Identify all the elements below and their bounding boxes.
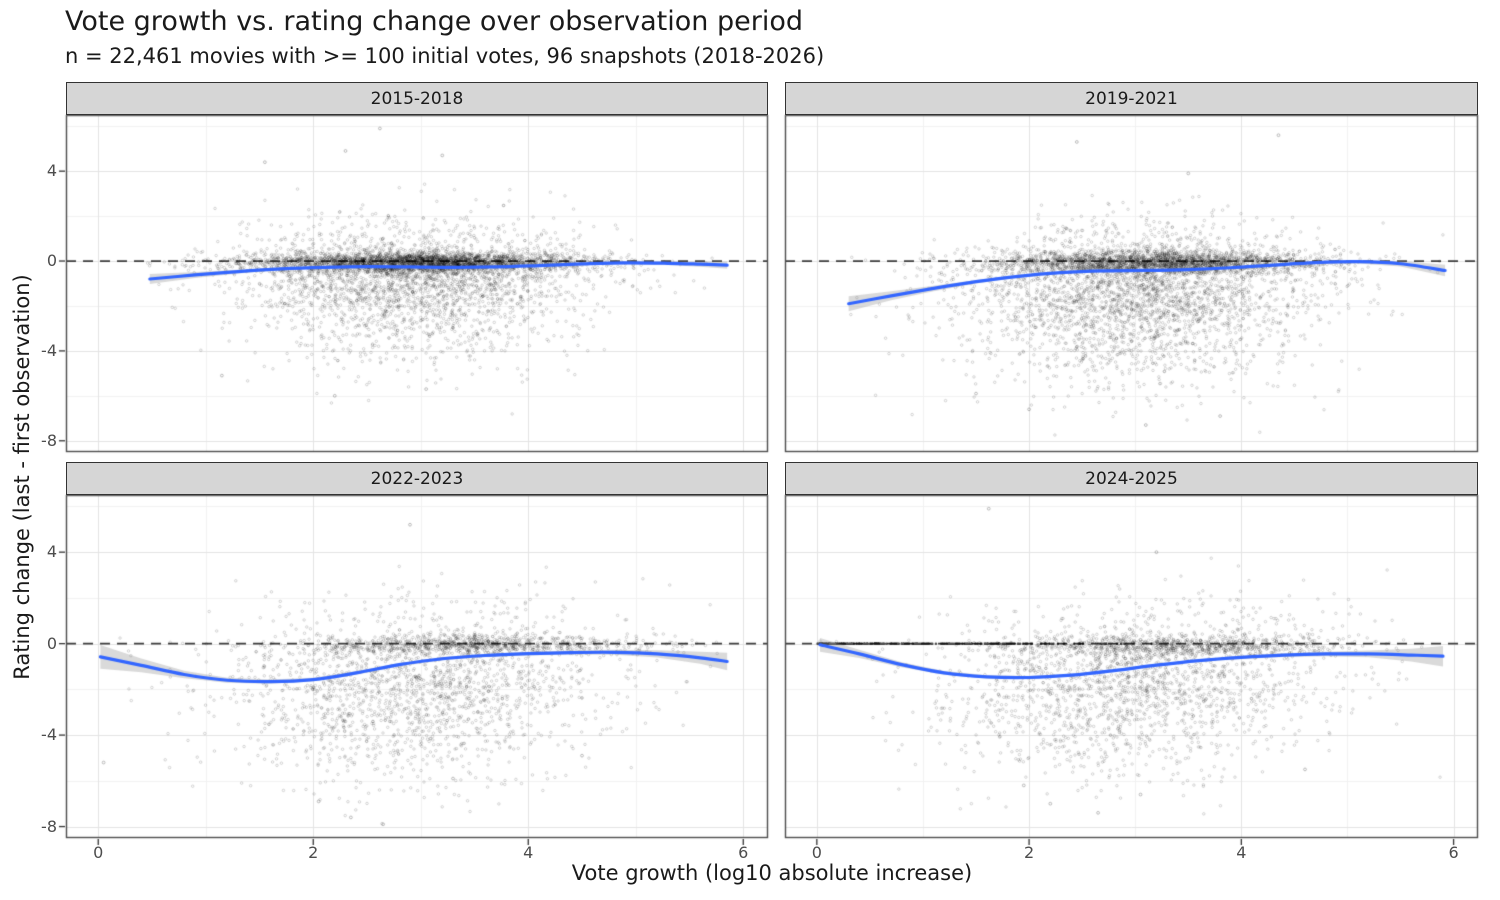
x-tick-label: 6 xyxy=(1448,843,1459,862)
y-tick-label: 0 xyxy=(46,633,57,653)
y-tick-label: 0 xyxy=(46,251,57,271)
y-axis-title: Rating change (last - first observation) xyxy=(10,274,34,680)
x-axis-title: Vote growth (log10 absolute increase) xyxy=(571,861,973,885)
x-tick-label: 4 xyxy=(523,843,534,862)
facet-strip-2019-2021: 2019-2021 xyxy=(785,82,1478,115)
y-tick-label: -8 xyxy=(41,430,57,450)
y-tick-label: -4 xyxy=(41,725,57,745)
y-tick-label: -4 xyxy=(41,340,57,360)
facet-strip-2024-2025: 2024-2025 xyxy=(785,462,1478,495)
y-tick-label: -8 xyxy=(41,816,57,836)
x-tick-label: 0 xyxy=(93,843,104,862)
facet-strip-label: 2024-2025 xyxy=(1085,468,1178,489)
y-tick-label: 4 xyxy=(46,542,57,562)
chart-subtitle: n = 22,461 movies with >= 100 initial vo… xyxy=(65,44,825,68)
y-tick-label: 4 xyxy=(46,161,57,181)
x-tick-label: 0 xyxy=(811,843,822,862)
x-tick-label: 2 xyxy=(308,843,319,862)
facet-strip-label: 2022-2023 xyxy=(370,468,464,489)
x-tick-label: 2 xyxy=(1023,843,1035,862)
facet-strip-2015-2018: 2015-2018 xyxy=(66,82,768,115)
chart-title: Vote growth vs. rating change over obser… xyxy=(65,6,803,37)
x-tick-label: 4 xyxy=(1236,843,1247,862)
x-tick-label: 6 xyxy=(738,843,749,862)
facet-strip-label: 2019-2021 xyxy=(1085,88,1178,109)
facet-strip-label: 2015-2018 xyxy=(370,88,464,109)
facet-strip-2022-2023: 2022-2023 xyxy=(66,462,768,495)
